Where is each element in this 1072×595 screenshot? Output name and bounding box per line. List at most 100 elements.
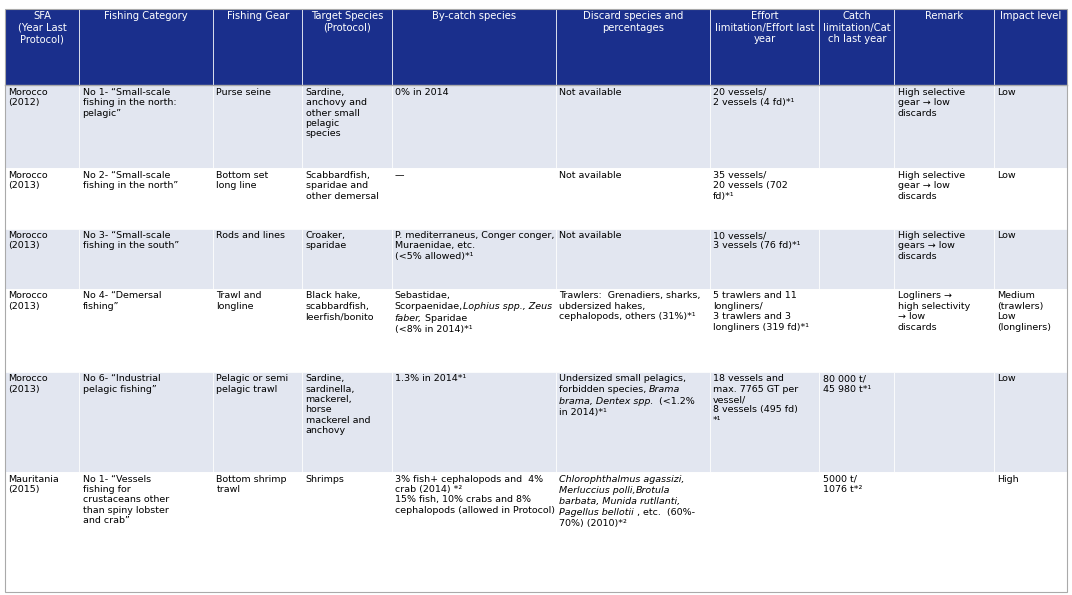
Bar <box>302 9 391 85</box>
Bar <box>391 168 555 228</box>
Text: Pelagic or semi
pelagic trawl: Pelagic or semi pelagic trawl <box>217 374 288 394</box>
Bar <box>213 228 302 289</box>
Text: Low: Low <box>997 231 1015 240</box>
Text: Low: Low <box>997 374 1015 383</box>
Bar <box>819 9 894 85</box>
Bar <box>391 9 555 85</box>
Text: Impact level: Impact level <box>999 11 1061 21</box>
Bar <box>79 9 213 85</box>
Bar <box>894 168 994 228</box>
Bar <box>5 85 79 168</box>
Text: 70%) (2010)*²: 70%) (2010)*² <box>559 519 627 528</box>
Bar <box>894 372 994 472</box>
Text: Sardine,
anchovy and
other small
pelagic
species: Sardine, anchovy and other small pelagic… <box>306 88 367 139</box>
Text: Rods and lines: Rods and lines <box>217 231 285 240</box>
Text: No 1- “Small-scale
fishing in the north:
pelagic”: No 1- “Small-scale fishing in the north:… <box>83 88 176 118</box>
Text: Fishing Gear: Fishing Gear <box>226 11 289 21</box>
Text: Lophius spp., Zeus: Lophius spp., Zeus <box>463 302 552 311</box>
Text: Merluccius polli,: Merluccius polli, <box>559 486 636 495</box>
Text: brama, Dentex spp.: brama, Dentex spp. <box>559 396 653 406</box>
Text: Chlorophthalmus agassizi,: Chlorophthalmus agassizi, <box>559 475 684 484</box>
Bar <box>79 372 213 472</box>
Text: Low: Low <box>997 88 1015 97</box>
Text: 10 vessels/
3 vessels (76 fd)*¹: 10 vessels/ 3 vessels (76 fd)*¹ <box>713 231 801 250</box>
Bar <box>213 289 302 372</box>
Bar <box>555 9 710 85</box>
Bar <box>819 85 894 168</box>
Bar <box>710 85 819 168</box>
Text: Not available: Not available <box>559 88 622 97</box>
Text: 0% in 2014: 0% in 2014 <box>394 88 448 97</box>
Text: Bottom set
long line: Bottom set long line <box>217 171 269 190</box>
Bar <box>994 85 1067 168</box>
Bar <box>5 472 79 592</box>
Text: Morocco
(2013): Morocco (2013) <box>9 231 48 250</box>
Bar <box>710 228 819 289</box>
Bar <box>894 228 994 289</box>
Bar <box>710 372 819 472</box>
Bar <box>391 289 555 372</box>
Bar <box>819 372 894 472</box>
Text: SFA
(Year Last
Protocol): SFA (Year Last Protocol) <box>18 11 66 44</box>
Text: High: High <box>997 475 1018 484</box>
Text: By-catch species: By-catch species <box>432 11 516 21</box>
Text: Croaker,
sparidae: Croaker, sparidae <box>306 231 347 250</box>
Text: No 6- “Industrial
pelagic fishing”: No 6- “Industrial pelagic fishing” <box>83 374 160 394</box>
Text: Not available: Not available <box>559 171 622 180</box>
Text: 3% fish+ cephalopods and  4%
crab (2014) *²
15% fish, 10% crabs and 8%
cephalopo: 3% fish+ cephalopods and 4% crab (2014) … <box>394 475 555 515</box>
Text: Undersized small pelagics,: Undersized small pelagics, <box>559 374 686 383</box>
Text: 20 vessels/
2 vessels (4 fd)*¹: 20 vessels/ 2 vessels (4 fd)*¹ <box>713 88 794 107</box>
Text: High selective
gears → low
discards: High selective gears → low discards <box>897 231 965 261</box>
Bar <box>819 228 894 289</box>
Text: 18 vessels and
max. 7765 GT per
vessel/
8 vessels (495 fd)
*¹: 18 vessels and max. 7765 GT per vessel/ … <box>713 374 799 425</box>
Text: barbata, Munida rutllanti,: barbata, Munida rutllanti, <box>559 497 680 506</box>
Bar <box>391 85 555 168</box>
Bar <box>79 168 213 228</box>
Bar <box>213 168 302 228</box>
Bar <box>994 372 1067 472</box>
Text: High selective
gear → low
discards: High selective gear → low discards <box>897 171 965 201</box>
Bar <box>302 289 391 372</box>
Bar <box>555 289 710 372</box>
Bar <box>5 9 79 85</box>
Text: Morocco
(2013): Morocco (2013) <box>9 171 48 190</box>
Bar <box>5 228 79 289</box>
Bar <box>555 85 710 168</box>
Bar <box>391 228 555 289</box>
Text: 5000 t/
1076 t*²: 5000 t/ 1076 t*² <box>822 475 862 494</box>
Text: Bottom shrimp
trawl: Bottom shrimp trawl <box>217 475 287 494</box>
Bar <box>994 289 1067 372</box>
Bar <box>710 168 819 228</box>
Text: No 4- “Demersal
fishing”: No 4- “Demersal fishing” <box>83 292 161 311</box>
Text: Fishing Category: Fishing Category <box>104 11 188 21</box>
Text: Sardine,
sardinella,
mackerel,
horse
mackerel and
anchovy: Sardine, sardinella, mackerel, horse mac… <box>306 374 370 435</box>
Bar <box>302 372 391 472</box>
Text: Scorpaenidae,: Scorpaenidae, <box>394 302 463 311</box>
Text: No 2- “Small-scale
fishing in the north”: No 2- “Small-scale fishing in the north” <box>83 171 178 190</box>
Bar <box>710 289 819 372</box>
Bar <box>819 472 894 592</box>
Text: Black hake,
scabbardfish,
leerfish/bonito: Black hake, scabbardfish, leerfish/bonit… <box>306 292 374 321</box>
Text: Sebastidae,: Sebastidae, <box>394 292 450 300</box>
Bar <box>819 289 894 372</box>
Text: 5 trawlers and 11
longliners/
3 trawlers and 3
longliners (319 fd)*¹: 5 trawlers and 11 longliners/ 3 trawlers… <box>713 292 809 331</box>
Text: Remark: Remark <box>925 11 963 21</box>
Bar <box>5 372 79 472</box>
Bar <box>391 472 555 592</box>
Text: —: — <box>394 171 404 180</box>
Text: Low: Low <box>997 171 1015 180</box>
Bar <box>994 9 1067 85</box>
Bar <box>213 472 302 592</box>
Text: , etc.  (60%-: , etc. (60%- <box>634 508 695 517</box>
Text: No 1- “Vessels
fishing for
crustaceans other
than spiny lobster
and crab”: No 1- “Vessels fishing for crustaceans o… <box>83 475 168 525</box>
Bar <box>302 472 391 592</box>
Text: 35 vessels/
20 vessels (702
fd)*¹: 35 vessels/ 20 vessels (702 fd)*¹ <box>713 171 788 201</box>
Bar <box>79 289 213 372</box>
Text: faber,: faber, <box>394 314 422 322</box>
Text: Catch
limitation/Cat
ch last year: Catch limitation/Cat ch last year <box>823 11 891 44</box>
Text: P. mediterraneus, Conger conger,
Muraenidae, etc.
(<5% allowed)*¹: P. mediterraneus, Conger conger, Muraeni… <box>394 231 554 261</box>
Bar <box>79 85 213 168</box>
Text: Sparidae: Sparidae <box>422 314 467 322</box>
Text: Brama: Brama <box>650 386 681 394</box>
Bar <box>555 228 710 289</box>
